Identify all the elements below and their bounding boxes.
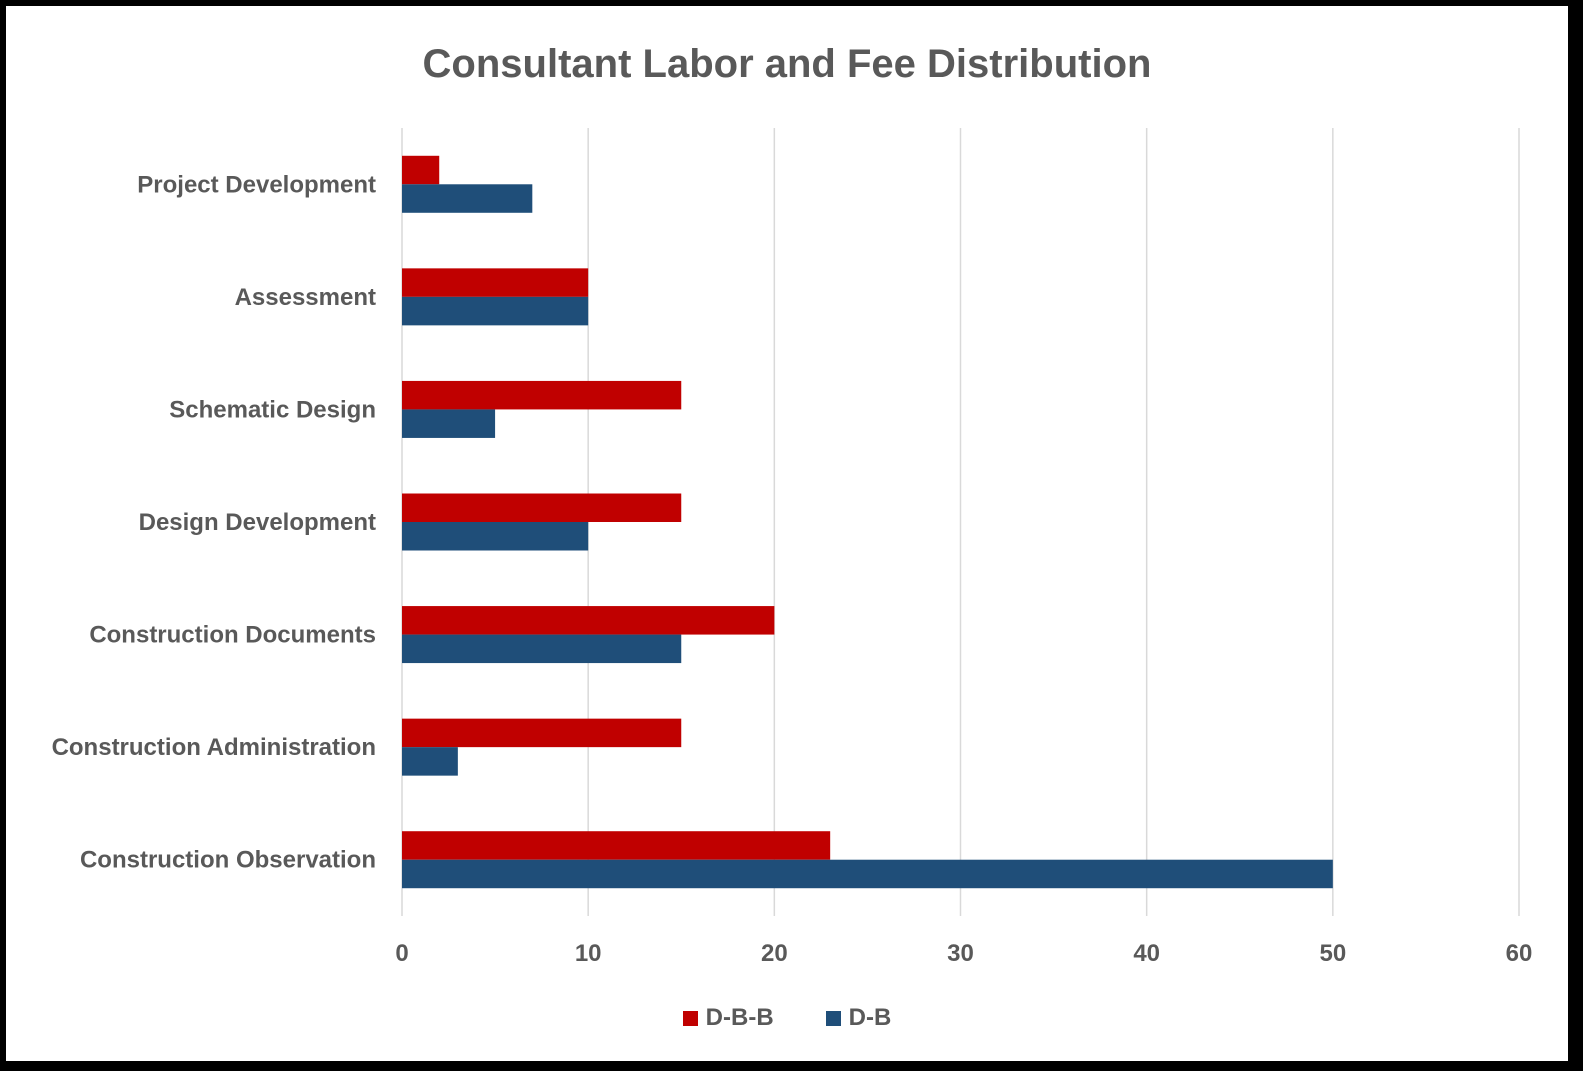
category-label: Project Development: [137, 171, 376, 198]
bar-d-b: [402, 747, 458, 776]
chart-title: Consultant Labor and Fee Distribution: [422, 42, 1152, 86]
bar-d-b-b: [402, 493, 682, 522]
legend-swatch-db: [825, 1010, 841, 1026]
bar-d-b-b: [402, 831, 831, 860]
bar-d-b-b: [402, 606, 775, 635]
category-label: Design Development: [139, 509, 376, 536]
bar-d-b-b: [402, 155, 440, 185]
legend: D-B-B D-B: [6, 1004, 1568, 1032]
category-label: Construction Administration: [52, 734, 376, 761]
x-tick-label: 0: [395, 940, 408, 967]
category-label: Assessment: [235, 284, 376, 311]
legend-label-db: D-B: [848, 1004, 892, 1031]
bar-d-b: [402, 409, 496, 438]
legend-item-db: D-B: [825, 1004, 892, 1032]
x-tick-label: 30: [947, 940, 974, 967]
x-tick-label: 60: [1506, 940, 1533, 967]
legend-item-dbb: D-B-B: [682, 1004, 774, 1032]
bar-d-b: [402, 522, 589, 551]
category-label: Schematic Design: [169, 396, 376, 423]
legend-label-dbb: D-B-B: [705, 1004, 774, 1031]
bar-d-b-b: [402, 718, 682, 748]
x-tick-label: 10: [575, 940, 602, 967]
bar-d-b: [402, 634, 682, 664]
category-label: Construction Documents: [89, 622, 376, 649]
bar-d-b-b: [402, 380, 682, 410]
x-tick-label: 20: [761, 940, 788, 967]
plot-area: 0 10 20 30 40 50 60 Project Development Assessme…: [52, 128, 1533, 967]
bar-d-b-b: [402, 268, 589, 297]
legend-swatch-dbb: [682, 1010, 698, 1026]
x-tick-label: 50: [1319, 940, 1346, 967]
category-label: Construction Observation: [80, 847, 376, 874]
bar-d-b: [402, 184, 533, 213]
chart-frame: Consultant Labor and Fee Distribution 0 1…: [6, 6, 1568, 1061]
bar-d-b: [402, 859, 1333, 889]
bar-d-b: [402, 296, 589, 326]
x-tick-label: 40: [1133, 940, 1160, 967]
